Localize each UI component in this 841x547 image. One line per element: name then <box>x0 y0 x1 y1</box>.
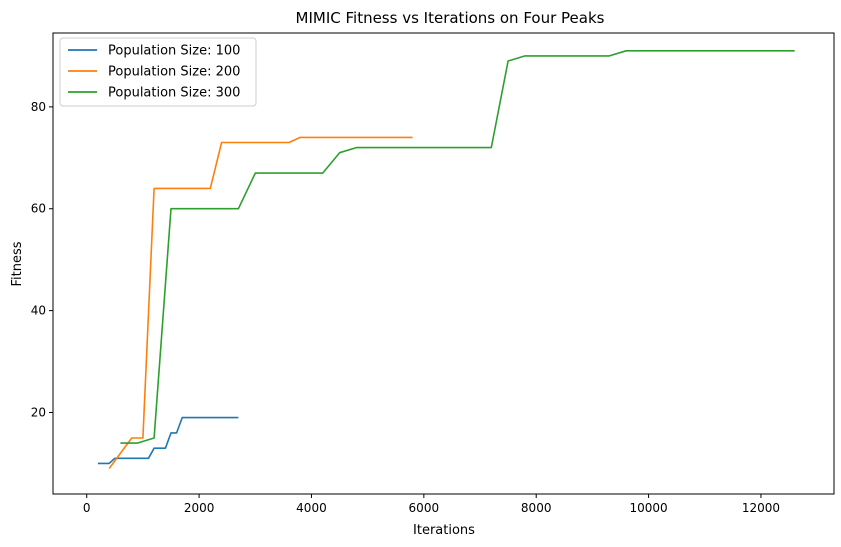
y-tick-label: 40 <box>31 304 46 318</box>
x-axis-ticks: 0 2000 4000 6000 8000 10000 12000 <box>83 494 780 515</box>
plot-lines <box>97 50 795 469</box>
x-tick-label: 4000 <box>296 501 327 515</box>
legend-label: Population Size: 300 <box>108 86 240 101</box>
series-line-3 <box>120 50 795 444</box>
series-line-2 <box>108 136 413 469</box>
x-tick-label: 10000 <box>629 501 667 515</box>
chart-title: MIMIC Fitness vs Iterations on Four Peak… <box>296 9 605 27</box>
y-tick-label: 60 <box>31 202 46 216</box>
y-tick-label: 80 <box>31 100 46 114</box>
legend-label: Population Size: 100 <box>108 44 240 59</box>
y-tick-label: 20 <box>31 405 46 419</box>
legend-label: Population Size: 200 <box>108 65 240 80</box>
legend: Population Size: 100 Population Size: 200… <box>59 37 257 107</box>
y-axis-ticks: 20 40 60 80 <box>31 100 53 419</box>
x-tick-label: 12000 <box>742 501 780 515</box>
x-tick-label: 2000 <box>184 501 215 515</box>
y-axis-label: Fitness <box>10 241 25 286</box>
x-tick-label: 6000 <box>409 501 440 515</box>
x-tick-label: 0 <box>83 501 91 515</box>
series-line-1 <box>97 416 239 465</box>
plot-frame <box>52 32 835 495</box>
x-tick-label: 8000 <box>521 501 552 515</box>
x-axis-label: Iterations <box>413 523 475 538</box>
legend-box <box>59 37 257 107</box>
